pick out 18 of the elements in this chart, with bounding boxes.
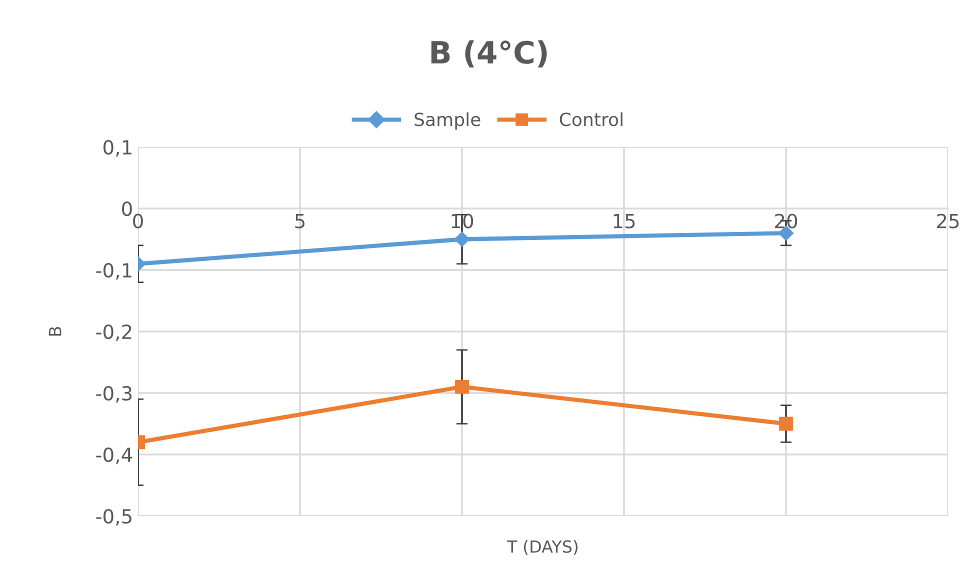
y-tick-label: -0,2 (96, 324, 132, 342)
y-tick-label: -0,5 (96, 508, 132, 526)
y-tick-label: 0 (122, 201, 132, 216)
y-tick-label: 0,1 (104, 140, 132, 157)
x-tick-label: 15 (614, 214, 635, 228)
x-axis-title: T (DAYS) (507, 540, 578, 555)
y-tick-label: -0,1 (96, 262, 132, 280)
x-tick-label: 5 (295, 214, 304, 228)
y-tick-label: -0,3 (96, 386, 132, 403)
y-tick-label: -0,4 (96, 447, 132, 464)
y-axis-title: B (49, 326, 62, 336)
x-tick-label: 25 (937, 214, 959, 228)
x-tick-label: 20 (775, 214, 798, 228)
chart-title: B (4°C) (431, 40, 547, 68)
legend-label: Sample (414, 112, 480, 130)
legend-label: Control (560, 112, 622, 126)
x-tick-label: 0 (133, 214, 143, 228)
point (779, 416, 793, 431)
